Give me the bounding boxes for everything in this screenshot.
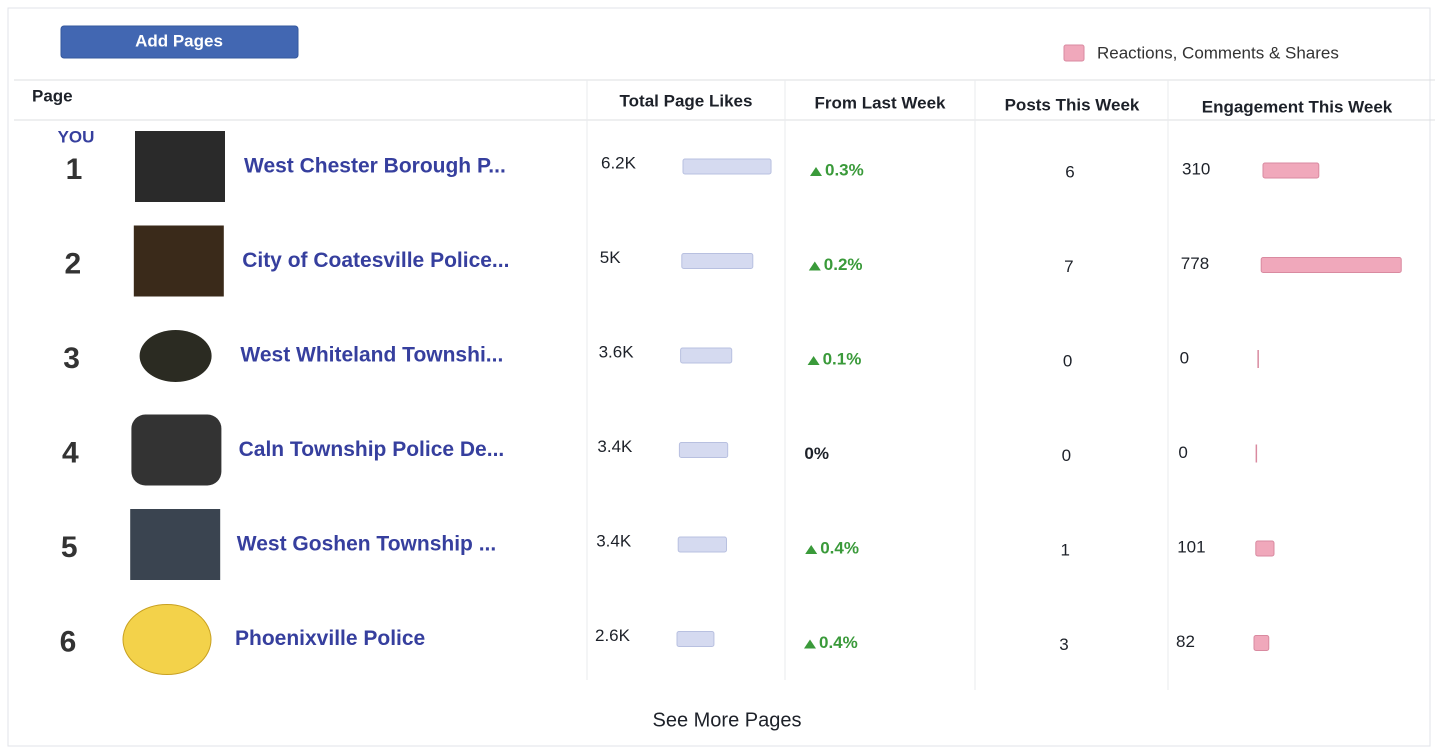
engagement-bar <box>1257 350 1259 368</box>
add-pages-button[interactable] <box>60 25 299 59</box>
engagement: 101 <box>1177 537 1205 556</box>
trend-up-icon <box>807 356 820 365</box>
posts: 0 <box>1063 351 1072 370</box>
change: 0.3% <box>825 160 864 179</box>
page-likes: 6.2K <box>601 153 637 172</box>
rank: 6 <box>60 625 77 658</box>
rank: 4 <box>62 436 79 469</box>
page-likes: 3.4K <box>597 437 633 456</box>
page-logo[interactable] <box>135 131 225 202</box>
change: 0.1% <box>823 349 862 368</box>
engagement-bar <box>1262 162 1320 179</box>
posts: 7 <box>1064 257 1073 276</box>
change: 0.2% <box>824 255 863 274</box>
likes-bar <box>676 631 715 647</box>
engagement-bar <box>1255 444 1258 463</box>
page-logo[interactable] <box>130 509 221 580</box>
column-header: From Last Week <box>814 93 946 112</box>
engagement: 778 <box>1181 254 1209 273</box>
engagement: 0 <box>1180 348 1189 367</box>
rank: 1 <box>66 153 83 186</box>
change: 0.4% <box>819 633 858 652</box>
likes-bar <box>677 536 727 553</box>
change: 0.4% <box>820 538 859 557</box>
trend-up-icon <box>805 545 818 554</box>
page-logo <box>122 604 212 675</box>
column-header: Posts This Week <box>1005 95 1140 114</box>
page-logo[interactable] <box>133 225 224 297</box>
trend-up-icon <box>810 167 822 176</box>
rank: 5 <box>61 531 78 564</box>
page-name[interactable]: West Goshen Township ... <box>237 533 496 556</box>
column-header: Total Page Likes <box>620 91 753 110</box>
engagement-bar <box>1255 540 1275 557</box>
posts: 3 <box>1059 635 1068 654</box>
page-likes: 3.6K <box>599 342 635 361</box>
page-name[interactable]: West Whiteland Townshi... <box>240 344 503 367</box>
page-name[interactable]: Phoenixville Police <box>235 627 425 650</box>
engagement: 82 <box>1176 632 1195 651</box>
page-likes: 5K <box>600 248 621 267</box>
likes-bar <box>682 158 772 175</box>
posts: 1 <box>1060 540 1069 559</box>
page-name[interactable]: West Chester Borough P... <box>244 155 506 178</box>
posts: 6 <box>1065 162 1074 181</box>
page-logo[interactable] <box>131 414 222 486</box>
engagement: 0 <box>1178 443 1187 462</box>
engagement-bar <box>1253 635 1270 651</box>
see-more-link[interactable]: See More Pages <box>653 709 802 731</box>
likes-bar <box>681 253 754 269</box>
rank: 3 <box>63 342 80 375</box>
likes-bar <box>680 347 733 364</box>
column-header: Page <box>32 86 73 105</box>
likes-bar <box>678 442 729 458</box>
legend-label: Reactions, Comments & Shares <box>1097 43 1339 62</box>
rank: 2 <box>64 247 81 280</box>
column-header: Engagement This Week <box>1202 97 1393 116</box>
page-logo <box>139 330 212 382</box>
legend-swatch <box>1063 44 1085 62</box>
trend-up-icon <box>804 639 816 649</box>
add-pages-label[interactable]: Add Pages <box>135 31 223 50</box>
you-label: YOU <box>58 127 95 146</box>
posts: 0 <box>1062 446 1071 465</box>
page-likes: 3.4K <box>596 531 632 550</box>
change: 0% <box>804 444 829 463</box>
page-name[interactable]: City of Coatesville Police... <box>242 249 509 272</box>
engagement: 310 <box>1182 159 1210 178</box>
panel <box>7 7 1431 747</box>
engagement-bar <box>1260 257 1402 273</box>
trend-up-icon <box>808 261 821 271</box>
page-likes: 2.6K <box>595 626 631 645</box>
page-name[interactable]: Caln Township Police De... <box>239 438 505 461</box>
